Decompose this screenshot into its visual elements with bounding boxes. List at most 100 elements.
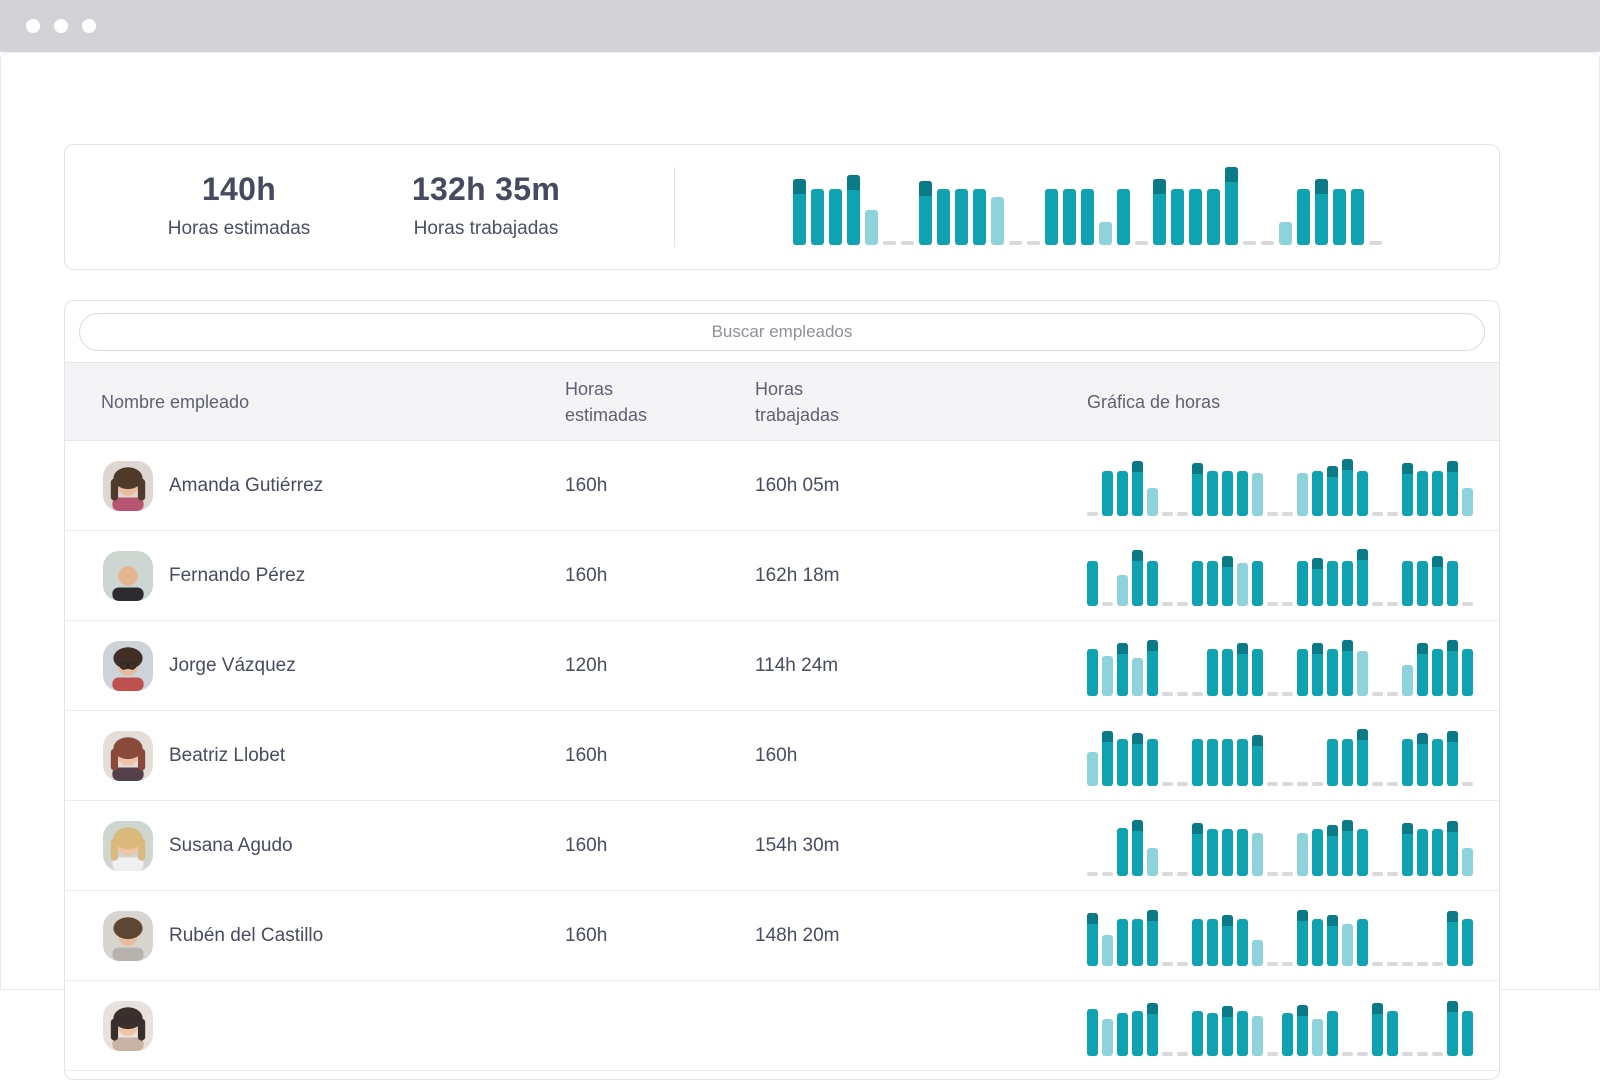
employee-avatar [103, 821, 153, 871]
work-day-bar [1327, 739, 1338, 786]
day-off-dash [1282, 512, 1293, 516]
window-controls [26, 19, 96, 33]
work-day-bar [1417, 829, 1428, 876]
day-off-dash [883, 241, 896, 245]
overtime-cap [1147, 640, 1158, 651]
work-day-bar [1447, 640, 1458, 696]
overtime-cap [1447, 1001, 1458, 1012]
work-day-bar [1207, 471, 1218, 516]
table-body: Amanda Gutiérrez 160h 160h 05m Fernando … [65, 441, 1499, 1071]
overtime-cap [1447, 640, 1458, 651]
work-day-bar [1087, 649, 1098, 696]
table-row[interactable] [65, 981, 1499, 1071]
day-off-dash [1009, 241, 1022, 245]
overtime-cap [1237, 643, 1248, 654]
overtime-cap [1132, 820, 1143, 831]
work-day-bar [1417, 561, 1428, 606]
table-row[interactable]: Jorge Vázquez 120h 114h 24m [65, 621, 1499, 711]
work-day-bar [811, 189, 824, 245]
work-day-bar [1222, 829, 1233, 876]
table-row[interactable]: Fernando Pérez 160h 162h 18m [65, 531, 1499, 621]
work-day-bar [1327, 561, 1338, 606]
day-off-dash [1387, 602, 1398, 606]
work-day-bar [1252, 649, 1263, 696]
partial-day-bar [1102, 1019, 1113, 1056]
partial-day-bar [1147, 488, 1158, 516]
work-day-bar [1312, 829, 1323, 876]
day-off-dash [1177, 512, 1188, 516]
overtime-cap [1192, 823, 1203, 834]
work-day-bar [1207, 919, 1218, 966]
work-day-bar [1315, 179, 1328, 245]
search-input[interactable] [79, 313, 1485, 351]
overtime-cap [1297, 1005, 1308, 1016]
column-header-worked: Horas trabajadas [755, 378, 840, 425]
work-day-bar [1432, 471, 1443, 516]
day-off-dash [1177, 1052, 1188, 1056]
work-day-bar [1312, 643, 1323, 696]
overtime-cap [1417, 733, 1428, 744]
day-off-dash [1162, 602, 1173, 606]
partial-day-bar [1252, 940, 1263, 966]
overtime-cap [1342, 459, 1353, 470]
work-day-bar [1102, 471, 1113, 516]
overtime-cap [1432, 556, 1443, 567]
employee-hours-bar-chart [1087, 634, 1475, 696]
overtime-cap [1402, 463, 1413, 474]
work-day-bar [1192, 561, 1203, 606]
day-off-dash [1087, 872, 1098, 876]
overtime-cap [1192, 463, 1203, 474]
window-control-dot-icon[interactable] [82, 19, 96, 33]
day-off-dash [1342, 1052, 1353, 1056]
partial-day-bar [865, 210, 878, 245]
work-day-bar [1312, 471, 1323, 516]
work-day-bar [1192, 919, 1203, 966]
work-day-bar [1147, 561, 1158, 606]
work-day-bar [1237, 829, 1248, 876]
overtime-cap [1342, 640, 1353, 651]
day-off-dash [1267, 692, 1278, 696]
employee-name: Beatriz Llobet [169, 744, 286, 766]
day-off-dash [1282, 692, 1293, 696]
table-row[interactable]: Rubén del Castillo 160h 148h 20m [65, 891, 1499, 981]
day-off-dash [1387, 962, 1398, 966]
day-off-dash [1267, 1052, 1278, 1056]
day-off-dash [1387, 872, 1398, 876]
employee-worked-hours: 114h 24m [755, 654, 839, 676]
table-row[interactable]: Susana Agudo 160h 154h 30m [65, 801, 1499, 891]
overtime-cap [847, 175, 860, 190]
table-row[interactable]: Beatriz Llobet 160h 160h [65, 711, 1499, 801]
work-day-bar [1207, 829, 1218, 876]
work-day-bar [1252, 735, 1263, 786]
window-control-dot-icon[interactable] [26, 19, 40, 33]
day-off-dash [1387, 692, 1398, 696]
employee-estimated-hours: 160h [565, 474, 608, 496]
overtime-cap [1222, 1006, 1233, 1017]
overtime-cap [1132, 733, 1143, 744]
work-day-bar [919, 181, 932, 245]
partial-day-bar [1252, 473, 1263, 516]
partial-day-bar [1342, 924, 1353, 966]
window-control-dot-icon[interactable] [54, 19, 68, 33]
employee-estimated-hours: 120h [565, 654, 608, 676]
work-day-bar [1312, 919, 1323, 966]
employee-estimated-hours: 160h [565, 924, 608, 946]
day-off-dash [1162, 512, 1173, 516]
work-day-bar [1342, 459, 1353, 516]
partial-day-bar [1252, 833, 1263, 876]
work-day-bar [1132, 919, 1143, 966]
partial-day-bar [1462, 488, 1473, 516]
work-day-bar [1222, 471, 1233, 516]
work-day-bar [1402, 739, 1413, 786]
day-off-dash [1372, 512, 1383, 516]
table-row[interactable]: Amanda Gutiérrez 160h 160h 05m [65, 441, 1499, 531]
employee-worked-hours: 160h [755, 744, 798, 766]
employee-avatar [103, 731, 153, 781]
work-day-bar [1132, 733, 1143, 786]
work-day-bar [1462, 649, 1473, 696]
day-off-dash [1297, 782, 1308, 786]
day-off-dash [1432, 1052, 1443, 1056]
day-off-dash [1282, 962, 1293, 966]
day-off-dash [1192, 692, 1203, 696]
day-off-dash [1243, 241, 1256, 245]
